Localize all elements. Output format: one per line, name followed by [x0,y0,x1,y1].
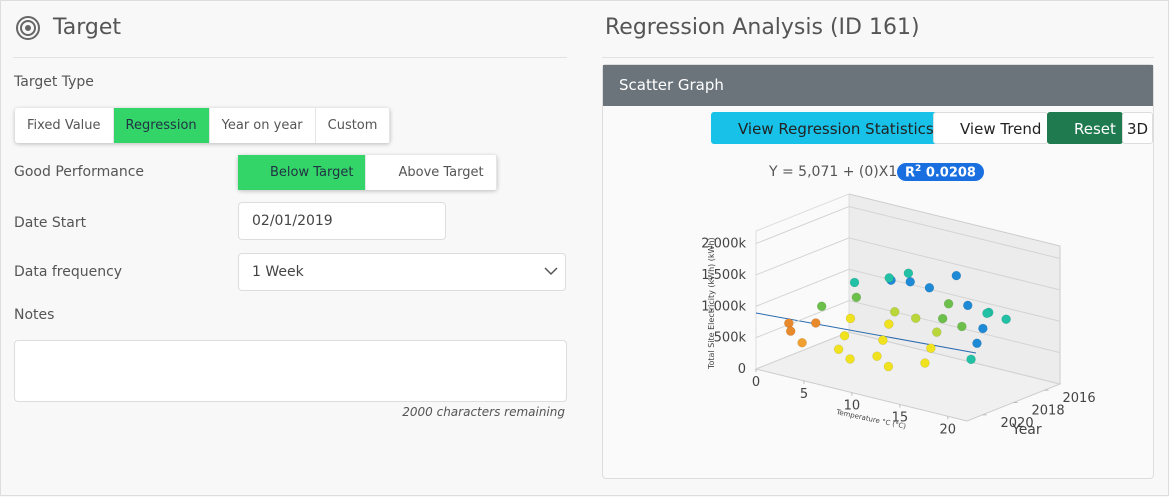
point [957,321,967,332]
point [924,283,935,293]
point [872,351,882,361]
point [978,323,988,334]
label: Good Performance [14,164,145,180]
point [851,292,862,303]
point [932,327,942,337]
panel-title: Target [53,15,122,40]
point [966,354,976,365]
y-tick-label: 1,000k [701,299,746,314]
point [926,343,936,353]
divider [602,57,1154,58]
z-axis-label: Year [1011,422,1042,438]
option[interactable]: Below Target [238,155,367,190]
point [816,301,827,312]
option[interactable]: Fixed Value [15,108,114,143]
equation: Y = 5,071 + (0)X1 [769,164,898,180]
point [1001,314,1011,324]
point [811,318,821,328]
point [839,330,850,341]
point [937,313,948,324]
option[interactable]: Above Target [366,155,497,190]
r2-value: 0.0208 [925,165,976,181]
value: 02/01/2019 [252,213,333,229]
option[interactable]: Year on year [210,108,316,143]
point [972,338,982,349]
button[interactable]: View Regression Statistics [711,112,941,144]
point [845,313,856,324]
x-tick-label: 5 [800,387,808,402]
button[interactable]: Reset [1047,112,1123,144]
point [920,358,930,368]
button[interactable]: View Trend [933,112,1049,144]
z-tick-label: 2020 [1001,416,1034,431]
select[interactable]: 1 Week [238,253,566,291]
button[interactable]: 3D [1122,112,1154,144]
point [982,308,992,319]
grid-line [755,237,1061,291]
point [784,318,794,328]
notes-textarea[interactable] [14,340,567,402]
y-tick-label: 2,000k [701,237,746,252]
grid-line [755,206,1061,260]
y-tick-label: 1,500k [701,268,746,283]
option[interactable]: Custom [316,108,391,143]
point [951,270,962,281]
point [849,277,860,288]
point [943,299,954,309]
z-tick-label: 2016 [1063,391,1096,406]
r2-badge: R2 0.0208 [897,163,984,182]
label: Notes [14,307,55,323]
x-tick-label: 10 [844,399,861,414]
regression-line [755,312,977,354]
divider [13,57,567,58]
r2-label: R [905,165,916,181]
grid-line [755,268,1061,322]
point [963,300,973,311]
label: Data frequency [14,264,123,280]
point [833,344,844,355]
point [845,354,855,364]
r2-sup: 2 [915,164,922,174]
option[interactable]: Regression [113,108,210,143]
date-input[interactable]: 02/01/2019 [238,202,446,240]
point [884,319,894,329]
hint: 2000 characters remaining [402,405,565,419]
panel-title: Regression Analysis (ID 161) [605,15,920,40]
target-type-group: Fixed Value Regression Year on year Cust… [15,108,391,143]
y-tick-label: 0 [738,362,746,377]
performance-group: Below Target Above Target [238,155,497,190]
point [785,326,796,336]
label: Date Start [14,215,87,231]
target-icon [16,16,40,40]
point [883,361,894,372]
point [878,335,888,345]
value: 1 Week [252,264,304,280]
y-axis-label: Total Site Electricity (kWh) (kWh) [707,237,716,370]
chevron [544,267,558,276]
x-tick-label: 20 [940,422,957,437]
x-tick-label: 15 [892,410,909,425]
point [911,313,921,323]
label: Target Type [14,74,94,90]
point [889,307,900,317]
x-tick-label: 0 [752,375,760,390]
point [905,277,915,287]
card-title: Scatter Graph [603,65,1153,106]
point [884,273,894,283]
grid-line [755,331,1061,385]
y-tick-label: 500k [714,331,747,346]
point [797,338,807,348]
point [903,268,914,278]
z-tick-label: 2018 [1032,404,1065,419]
